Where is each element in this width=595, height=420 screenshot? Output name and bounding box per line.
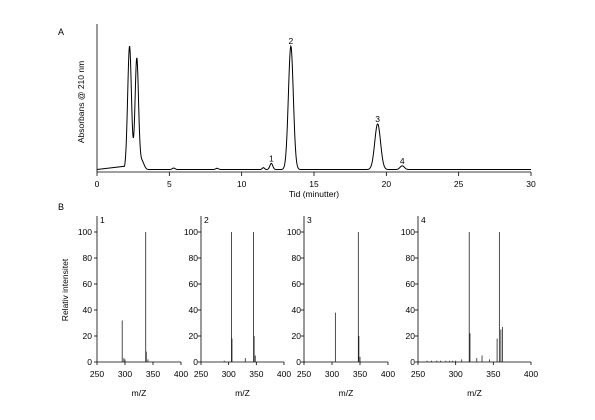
chromatogram-panel: A 0 5 10 15 20 25 30 Tid (minutter) Absorbans @ 2…: [58, 24, 536, 199]
x-tick-label: 400: [277, 369, 291, 379]
chromatogram-trace: [96, 44, 531, 171]
x-tick-label: 350: [249, 369, 263, 379]
spectrum-3: 3 0 20 40 60 80 100 250 300 350 400 m/Z: [287, 215, 396, 398]
y-tick-label: 80: [406, 253, 416, 263]
y-tick-label: 80: [83, 253, 93, 263]
y-tick-label: 60: [292, 279, 302, 289]
peak-label-2: 2: [288, 36, 293, 46]
peak-label-1: 1: [269, 153, 274, 163]
x-tick-label: 250: [90, 369, 104, 379]
y-tick-label: 40: [189, 305, 199, 315]
spectrum-number-label: 2: [204, 215, 209, 225]
spectrum-1: 1 0 20 40 60 80 100 250 300 350 400 m/Z: [78, 215, 189, 398]
peak-label-4: 4: [400, 156, 405, 166]
x-tick-label: 250: [411, 369, 425, 379]
x-tick-label: 0: [95, 179, 100, 189]
x-tick-label: 25: [454, 179, 464, 189]
x-axis-label: Tid (minutter): [289, 189, 339, 199]
x-tick-label: 300: [118, 369, 132, 379]
y-tick-label: 40: [292, 305, 302, 315]
x-tick-label: 250: [194, 369, 208, 379]
y-tick-label: 40: [83, 305, 93, 315]
x-tick-label: 350: [353, 369, 367, 379]
x-tick-label: 15: [309, 179, 319, 189]
x-axis-label: m/Z: [132, 388, 147, 398]
y-tick-label: 0: [87, 357, 92, 367]
spectrum-number-label: 4: [421, 215, 426, 225]
x-axis-label: m/Z: [467, 388, 482, 398]
y-tick-label: 0: [296, 357, 301, 367]
x-axis-label: m/Z: [339, 388, 354, 398]
x-tick-label: 5: [167, 179, 172, 189]
y-tick-label: 40: [406, 305, 416, 315]
x-tick-label: 250: [297, 369, 311, 379]
x-tick-label: 300: [449, 369, 463, 379]
y-axis-label: Absorbans @ 210 nm: [76, 61, 86, 143]
y-tick-label: 20: [406, 331, 416, 341]
spectrum-number-label: 3: [307, 215, 312, 225]
x-axis-label: m/Z: [235, 388, 250, 398]
x-tick-label: 400: [524, 369, 538, 379]
y-tick-label: 100: [287, 227, 301, 237]
y-tick-label: 20: [189, 331, 199, 341]
x-tick-label: 300: [325, 369, 339, 379]
x-tick-label: 30: [526, 179, 536, 189]
panel-label-b: B: [58, 202, 64, 212]
y-tick-label: 100: [78, 227, 92, 237]
x-tick-label: 10: [237, 179, 247, 189]
panel-label-a: A: [58, 27, 64, 37]
y-tick-label: 100: [184, 227, 198, 237]
peak-label-3: 3: [375, 114, 380, 124]
x-tick-label: 20: [382, 179, 392, 189]
y-tick-label: 60: [83, 279, 93, 289]
y-tick-label: 20: [292, 331, 302, 341]
y-tick-label: 0: [410, 357, 415, 367]
spectra-y-axis-label: Relativ intensitet: [60, 258, 70, 321]
x-tick-label: 300: [222, 369, 236, 379]
y-tick-label: 20: [83, 331, 93, 341]
y-tick-label: 60: [406, 279, 416, 289]
x-tick-label: 400: [174, 369, 188, 379]
x-tick-label: 400: [381, 369, 395, 379]
x-tick-label: 350: [146, 369, 160, 379]
y-tick-label: 0: [193, 357, 198, 367]
y-tick-label: 80: [292, 253, 302, 263]
x-tick-label: 350: [486, 369, 500, 379]
y-tick-label: 80: [189, 253, 199, 263]
spectrum-number-label: 1: [100, 215, 105, 225]
y-tick-label: 100: [401, 227, 415, 237]
y-tick-label: 60: [189, 279, 199, 289]
